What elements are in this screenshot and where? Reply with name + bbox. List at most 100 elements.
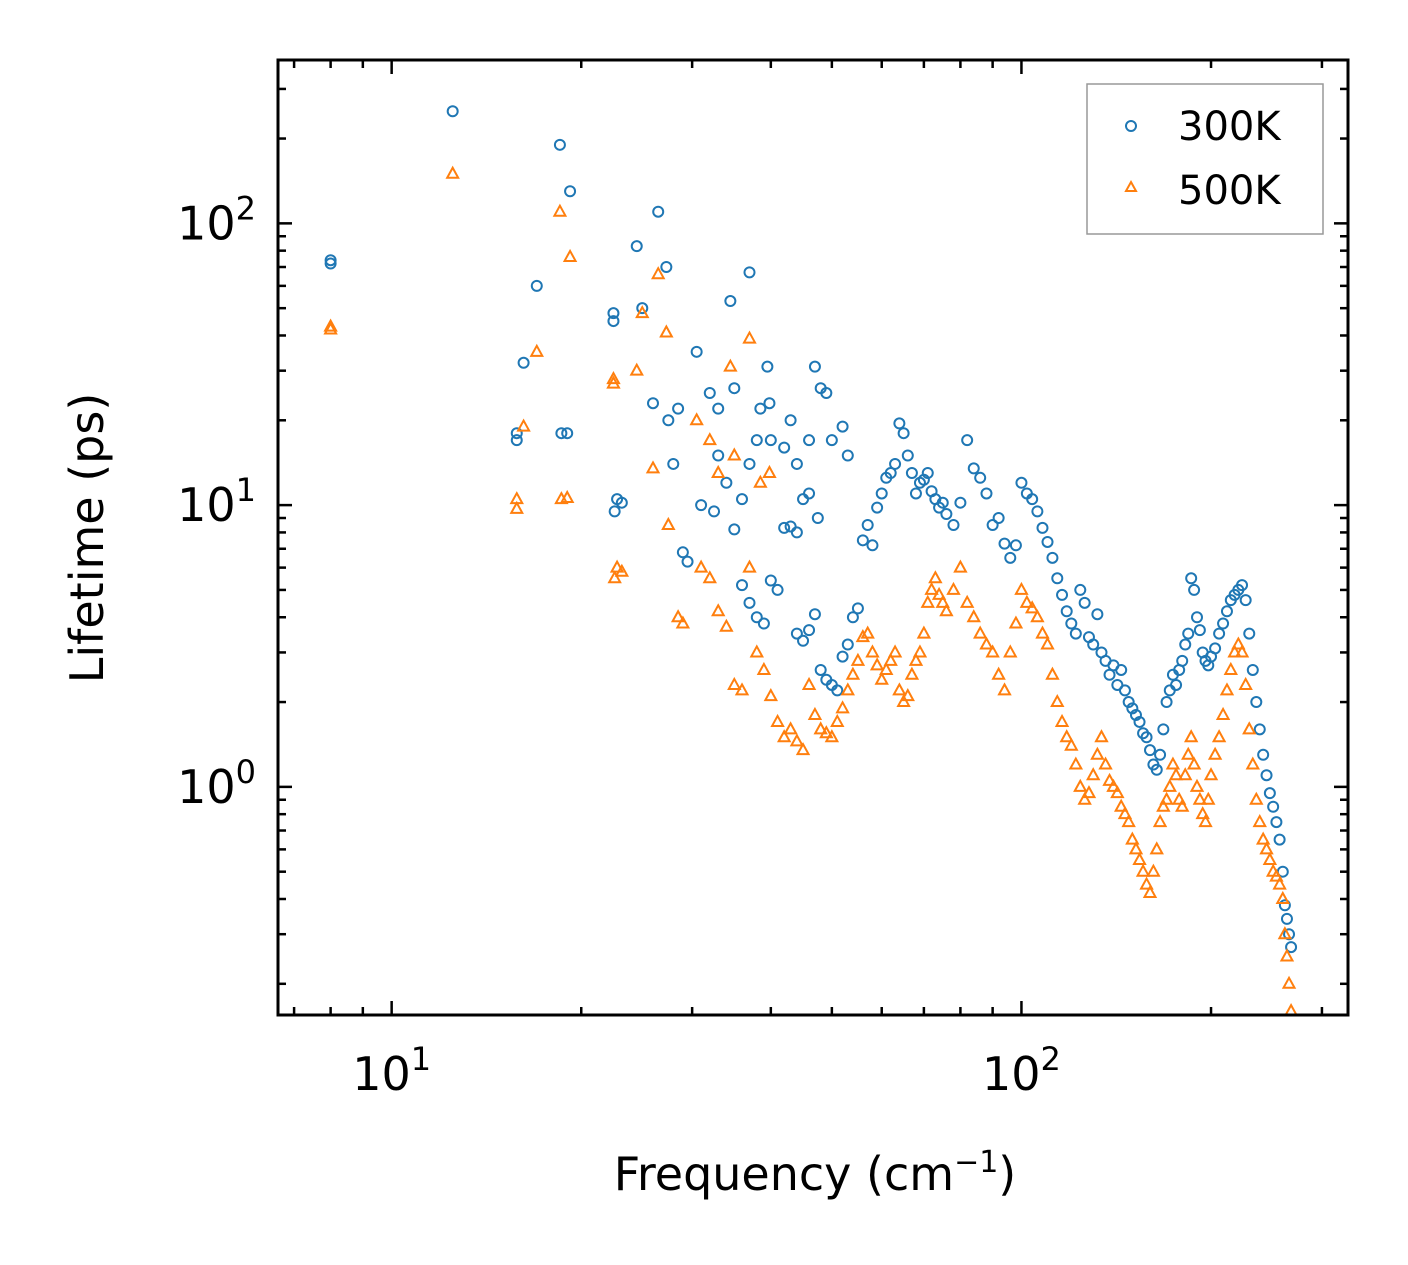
point-500K — [1014, 581, 1029, 595]
point-300K — [1191, 611, 1204, 624]
point-500K — [1040, 636, 1055, 650]
point-300K — [736, 579, 749, 592]
point-300K — [1069, 627, 1082, 640]
point-500K — [770, 713, 785, 727]
point-500K — [1277, 926, 1293, 940]
point-300K — [871, 501, 884, 514]
point-500K — [1045, 666, 1060, 680]
point-500K — [1064, 737, 1079, 751]
point-300K — [1009, 539, 1022, 552]
point-500K — [727, 447, 742, 461]
point-300K — [667, 457, 680, 470]
point-300K — [811, 512, 824, 525]
point-500K — [1195, 806, 1210, 820]
point-300K — [808, 360, 821, 373]
point-500K — [1245, 756, 1260, 770]
series-300K — [324, 105, 1298, 954]
point-300K — [630, 240, 643, 253]
point-300K — [672, 402, 685, 415]
point-300K — [998, 537, 1011, 550]
point-500K — [1068, 756, 1084, 770]
point-500K — [908, 652, 924, 666]
point-300K — [1273, 833, 1286, 846]
point-300K — [992, 512, 1005, 525]
point-500K — [1139, 876, 1154, 890]
point-500K — [1159, 791, 1174, 805]
legend: 300K 500K — [1086, 83, 1324, 235]
point-500K — [763, 688, 779, 702]
point-500K — [1168, 767, 1184, 781]
point-500K — [1149, 841, 1164, 855]
point-500K — [1035, 625, 1050, 639]
point-500K — [1102, 772, 1117, 786]
x-tick-label: 101 — [352, 1040, 431, 1101]
point-300K — [808, 608, 821, 621]
point-300K — [1087, 638, 1100, 651]
point-300K — [1036, 521, 1049, 534]
point-500K — [749, 644, 764, 658]
point-300K — [905, 467, 918, 480]
x-tick-label: 102 — [982, 1040, 1061, 1101]
point-500K — [1198, 813, 1213, 828]
point-300K — [1060, 605, 1073, 618]
point-500K — [860, 625, 875, 639]
point-500K — [966, 609, 981, 623]
point-500K — [1223, 661, 1239, 675]
point-500K — [1242, 721, 1257, 735]
point-300K — [1170, 678, 1183, 691]
point-500K — [1215, 706, 1231, 720]
point-500K — [1181, 746, 1196, 760]
point-300K — [831, 684, 844, 697]
point-500K — [1252, 813, 1267, 828]
point-500K — [1231, 636, 1246, 650]
point-300K — [841, 449, 854, 462]
point-500K — [835, 700, 850, 714]
point-300K — [1280, 912, 1293, 925]
point-300K — [778, 441, 791, 454]
point-300K — [446, 105, 459, 118]
point-300K — [1065, 617, 1078, 630]
point-300K — [1188, 583, 1201, 596]
point-500K — [887, 644, 903, 658]
point-300K — [1026, 493, 1039, 506]
point-300K — [803, 487, 816, 500]
point-500K — [675, 615, 691, 629]
point-300K — [1051, 572, 1064, 585]
point-500K — [606, 375, 621, 389]
point-500K — [1178, 767, 1193, 781]
point-500K — [1201, 791, 1216, 805]
point-500K — [723, 358, 738, 372]
point-300K — [608, 505, 621, 518]
series-500K — [323, 165, 1299, 1017]
point-500K — [693, 559, 709, 573]
point-500K — [900, 688, 915, 702]
point-500K — [912, 644, 928, 658]
point-300K — [1285, 941, 1298, 954]
point-300K — [921, 467, 934, 480]
point-300K — [1270, 816, 1283, 829]
point-300K — [724, 295, 737, 308]
point-300K — [841, 638, 854, 651]
point-300K — [1257, 748, 1270, 761]
point-500K — [734, 682, 750, 696]
point-500K — [865, 644, 880, 658]
y-axis-label: Lifetime (ps) — [60, 393, 114, 684]
point-500K — [702, 432, 717, 446]
point-500K — [1059, 729, 1074, 743]
point-300K — [662, 414, 675, 427]
point-500K — [756, 661, 772, 675]
point-500K — [928, 570, 943, 584]
point-500K — [645, 460, 661, 474]
point-500K — [1086, 767, 1101, 781]
point-500K — [560, 489, 575, 503]
point-500K — [1073, 778, 1088, 792]
point-300K — [820, 386, 833, 399]
point-500K — [1008, 615, 1024, 629]
point-300K — [1220, 605, 1233, 618]
point-300K — [814, 663, 827, 676]
point-500K — [819, 725, 834, 739]
point-500K — [1162, 778, 1177, 792]
point-500K — [1024, 600, 1040, 614]
point-500K — [1255, 831, 1271, 845]
point-300K — [1267, 800, 1280, 813]
